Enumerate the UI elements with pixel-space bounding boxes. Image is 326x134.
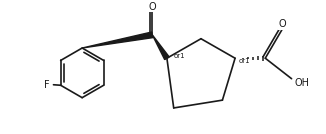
Text: or1: or1 — [239, 58, 251, 64]
Text: or1: or1 — [174, 53, 186, 59]
Text: O: O — [148, 1, 156, 12]
Text: O: O — [278, 19, 286, 29]
Text: F: F — [44, 80, 50, 90]
Text: OH: OH — [295, 78, 310, 88]
Polygon shape — [82, 32, 153, 48]
Polygon shape — [152, 35, 169, 60]
